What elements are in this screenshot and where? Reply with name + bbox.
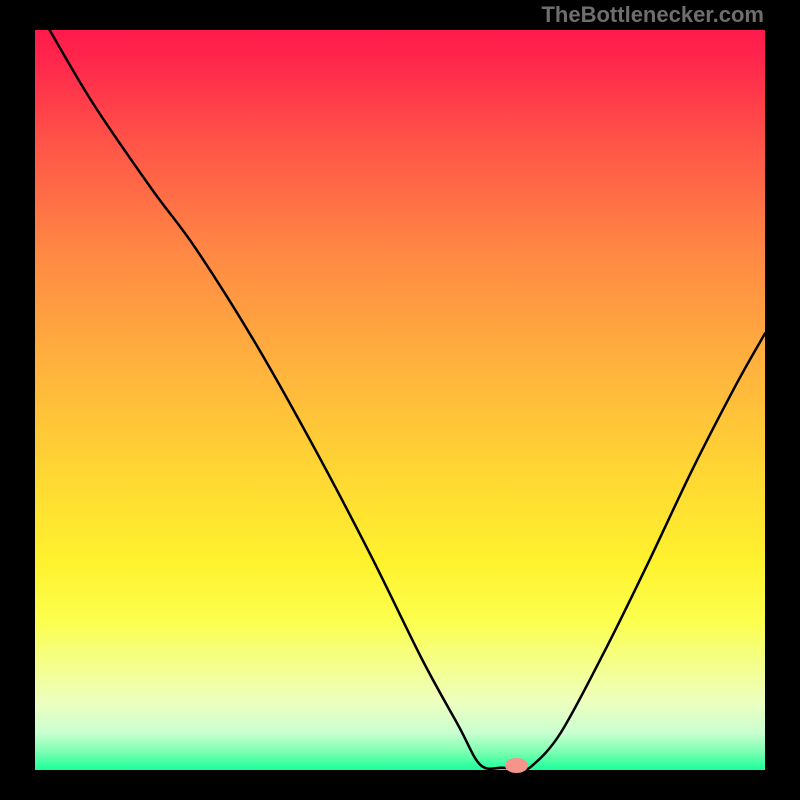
plot-area [35,30,765,770]
watermark-text: TheBottlenecker.com [541,2,764,28]
optimal-point-marker [505,758,528,773]
bottleneck-curve [35,30,765,770]
chart-container: TheBottlenecker.com [0,0,800,800]
